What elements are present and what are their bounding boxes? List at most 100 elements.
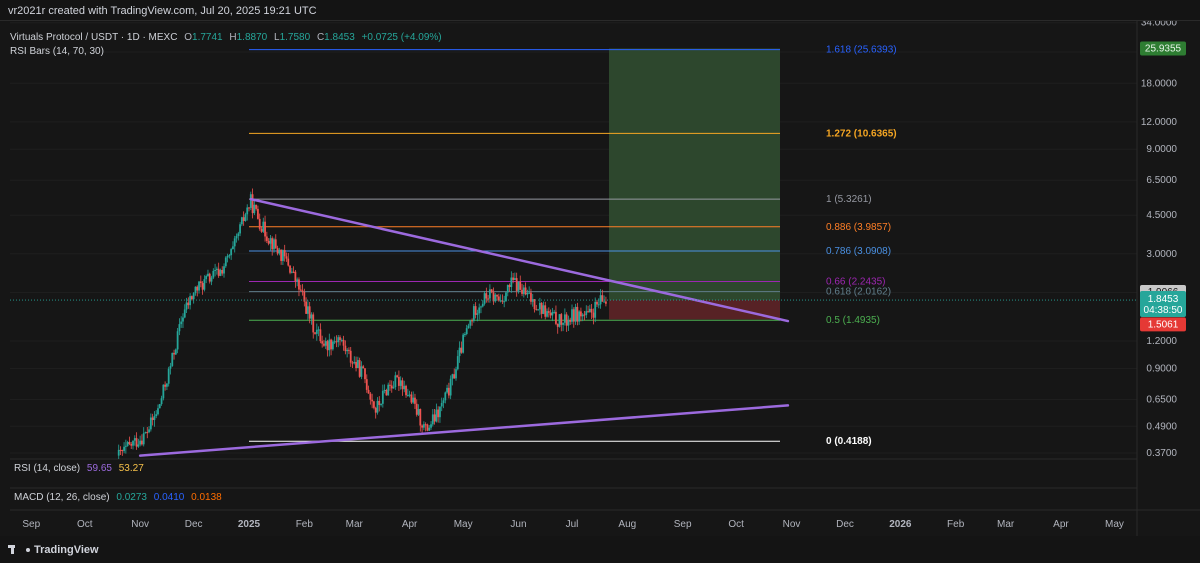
candle-body [173, 352, 175, 355]
candle-body [158, 404, 161, 409]
candle-body [572, 309, 575, 322]
candle-body [440, 402, 443, 407]
candle-body [224, 257, 227, 267]
fib-level-label: 1 (5.3261) [826, 194, 872, 205]
candle-body [588, 308, 591, 313]
open-label: O [184, 32, 193, 43]
candle-body [499, 300, 502, 302]
candle-body [522, 287, 525, 294]
rsi-value: 59.65 [86, 463, 112, 474]
candle-body [315, 329, 318, 334]
candle-body [417, 408, 420, 415]
candle-body [126, 442, 129, 446]
candle-body [451, 374, 454, 379]
candle-body [205, 276, 208, 280]
target-price-badge: 25.9355 [1145, 44, 1182, 55]
countdown-badge: 04:38:50 [1144, 305, 1183, 316]
candle-body [373, 401, 375, 408]
time-axis-label: May [454, 519, 473, 530]
tradingview-logo-icon [8, 545, 22, 554]
candle-body [310, 314, 313, 319]
candle-body [538, 302, 541, 310]
footer: TradingView [0, 538, 1200, 563]
candle-body [394, 375, 397, 388]
candle-body [280, 249, 283, 261]
price-axis-label: 0.9000 [1146, 363, 1177, 374]
macd-signal-value: 0.0138 [191, 492, 222, 503]
candle-body [587, 311, 589, 313]
candle-body [230, 249, 233, 256]
candle-body [469, 320, 472, 326]
candle-body [426, 424, 429, 431]
candle-body [503, 301, 506, 303]
candle-body [203, 279, 206, 290]
candle-body [471, 320, 473, 322]
time-axis-label: Apr [1053, 519, 1069, 530]
candle-body [282, 250, 284, 261]
candle-body [344, 345, 347, 352]
candle-body [494, 294, 497, 302]
candle-body [232, 246, 234, 250]
candle-body [337, 337, 340, 343]
candle-body [328, 339, 331, 351]
candle-body [198, 281, 200, 291]
candle-body [485, 293, 488, 299]
candle-body [190, 296, 193, 300]
candle-body [406, 394, 409, 396]
candle-body [348, 349, 350, 351]
fib-level-label: 0.618 (2.0162) [826, 287, 891, 298]
candle-body [483, 293, 486, 304]
candle-body [139, 440, 142, 445]
candle-body [553, 311, 556, 313]
open-value: 1.7741 [192, 32, 223, 43]
candle-body [380, 403, 382, 405]
candle-body [513, 278, 516, 280]
candle-body [305, 301, 308, 314]
candle-body [298, 279, 300, 290]
candle-body [583, 314, 586, 316]
candle-body [301, 290, 304, 292]
rsi-ma-value: 53.27 [118, 463, 144, 474]
chart-frame[interactable]: 1.618 (25.6393) 1.272 (10.6365) 1 (5.3261)… [0, 20, 1200, 536]
candle-body [540, 302, 543, 314]
candle-body [244, 214, 247, 221]
candle-body [353, 361, 356, 364]
candle-body [439, 406, 441, 418]
time-axis-label: Oct [728, 519, 744, 530]
price-chart[interactable]: 1.618 (25.6393) 1.272 (10.6365) 1 (5.3261)… [0, 21, 1200, 536]
candle-body [208, 273, 211, 282]
candle-body [476, 313, 479, 315]
candle-body [135, 438, 138, 447]
candle-body [530, 292, 532, 302]
candle-body [464, 334, 466, 336]
high-value: 1.8870 [236, 32, 268, 43]
current-price-badge: 1.8453 [1148, 294, 1179, 305]
candle-body [144, 432, 147, 434]
candle-body [164, 384, 167, 387]
candle-body [299, 289, 302, 291]
candle-body [210, 277, 213, 282]
candle-body [260, 228, 263, 232]
candle-body [599, 295, 602, 305]
candle-body [512, 277, 515, 280]
candle-body [497, 296, 500, 301]
candle-body [239, 224, 241, 234]
candle-body [215, 268, 218, 270]
candle-body [465, 328, 468, 335]
time-axis-label: 2025 [238, 519, 261, 530]
time-axis-label: Jun [510, 519, 526, 530]
candle-body [403, 385, 406, 390]
candle-body [130, 443, 133, 446]
candle-body [171, 352, 174, 366]
candle-body [399, 380, 402, 386]
candle-body [387, 384, 390, 396]
macd-legend: MACD (12, 26, close) 0.0273 0.0410 0.013… [14, 492, 222, 503]
candle-body [182, 317, 184, 322]
candle-body [555, 311, 557, 324]
tradingview-logo[interactable]: TradingView [8, 544, 99, 556]
chart-caption: vr2021r created with TradingView.com, Ju… [8, 5, 317, 17]
candle-body [121, 450, 124, 452]
time-axis-label: Feb [296, 519, 314, 530]
candle-body [517, 281, 520, 291]
candle-body [515, 278, 518, 291]
